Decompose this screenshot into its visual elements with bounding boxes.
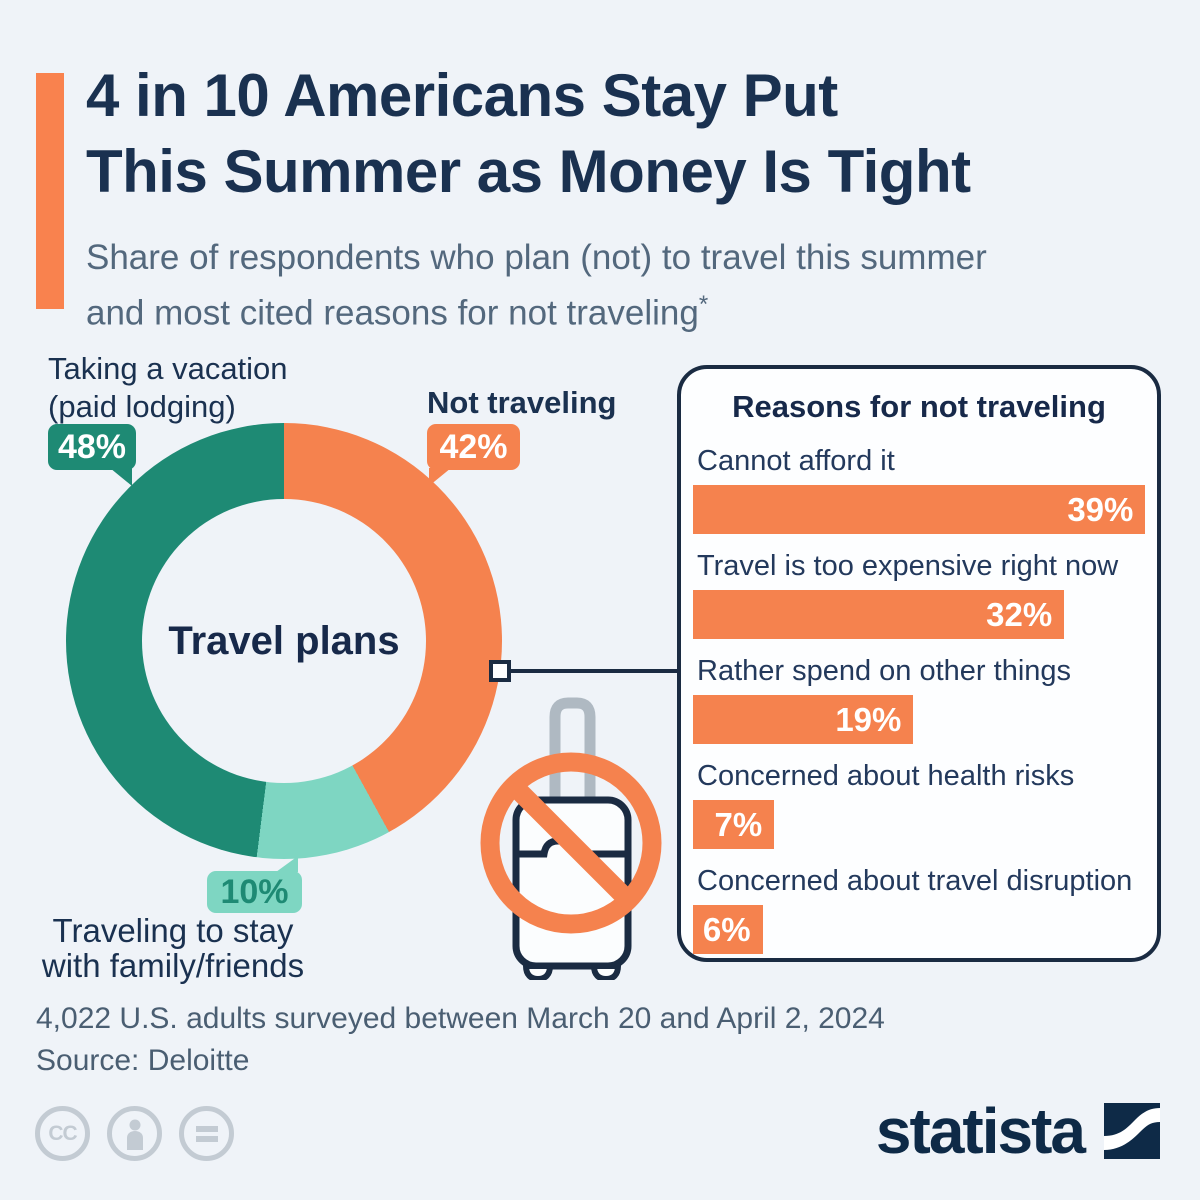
reason-label: Travel is too expensive right now: [697, 550, 1119, 582]
value-bubble-family: 10%: [207, 856, 302, 913]
reason-value: 19%: [835, 700, 902, 738]
reason-label: Concerned about health risks: [697, 760, 1075, 792]
callout-connector-line: [509, 669, 677, 673]
reasons-panel: Reasons for not traveling Cannot afford …: [677, 365, 1161, 962]
prohibition-slash: [505, 777, 637, 909]
reason-bar: 7%: [693, 800, 775, 849]
reason-item: Travel is too expensive right now 32%: [693, 550, 1145, 639]
title-line-1: 4 in 10 Americans Stay Put: [86, 62, 838, 129]
reason-value: 6%: [702, 910, 751, 948]
reason-value: 32%: [986, 595, 1053, 633]
reason-item: Concerned about travel disruption 6%: [693, 865, 1145, 954]
label-traveling-family: Traveling to stay with family/friends: [41, 912, 305, 984]
footnote-asterisk: *: [698, 291, 709, 318]
prohibition-circle: [480, 752, 662, 934]
suitcase-foot-right: [590, 963, 622, 983]
reason-label: Rather spend on other things: [697, 655, 1072, 687]
suitcase-prohibited-graphic: [480, 697, 662, 983]
label-taking-vacation: Taking a vacation (paid lodging): [48, 351, 288, 424]
callout-connector-anchor: [489, 660, 511, 682]
reason-bar: 32%: [693, 590, 1065, 639]
suitcase-handle: [549, 697, 596, 802]
statista-logo-text: statista: [875, 1095, 1086, 1167]
value-bubble-vacation: 48%: [48, 424, 136, 486]
label-not-traveling: Not traveling: [427, 385, 617, 420]
cc-nd-equals-icon: [179, 1106, 234, 1161]
reason-label: Cannot afford it: [697, 445, 895, 477]
survey-note: 4,022 U.S. adults surveyed between March…: [36, 1002, 885, 1035]
reason-item: Concerned about health risks 7%: [693, 760, 1145, 849]
title-accent-bar: [36, 73, 64, 309]
statista-logo: statista: [876, 1094, 1160, 1168]
page-subtitle: Share of respondents who plan (not) to t…: [86, 234, 987, 337]
reason-bar: 6%: [693, 905, 763, 954]
reason-item: Rather spend on other things 19%: [693, 655, 1145, 744]
reason-value: 7%: [714, 805, 763, 843]
reason-label: Concerned about travel disruption: [697, 865, 1133, 897]
no-travel-suitcase-icon: [480, 690, 665, 983]
cc-by-person-icon: [107, 1106, 162, 1161]
donut-center-label: Travel plans: [168, 618, 400, 663]
value-bubble-not-traveling: 42%: [427, 424, 520, 486]
reason-value: 39%: [1067, 490, 1134, 528]
travel-plans-donut-chart: [66, 423, 502, 859]
title-line-2: This Summer as Money Is Tight: [86, 138, 971, 205]
license-icons: CC: [35, 1106, 234, 1161]
cc-icon: CC: [35, 1106, 90, 1161]
source-note: Source: Deloitte: [36, 1044, 250, 1077]
statista-logo-mark: [1104, 1103, 1160, 1159]
reasons-panel-title: Reasons for not traveling: [732, 389, 1106, 424]
reason-bar: 19%: [693, 695, 914, 744]
reason-item: Cannot afford it 39%: [693, 445, 1146, 534]
subtitle-line-2: and most cited reasons for not traveling…: [86, 291, 709, 333]
subtitle-line-1: Share of respondents who plan (not) to t…: [86, 238, 987, 277]
reason-bar: 39%: [693, 485, 1146, 534]
suitcase-foot-left: [522, 963, 554, 983]
page-title: 4 in 10 Americans Stay Put This Summer a…: [86, 58, 971, 210]
